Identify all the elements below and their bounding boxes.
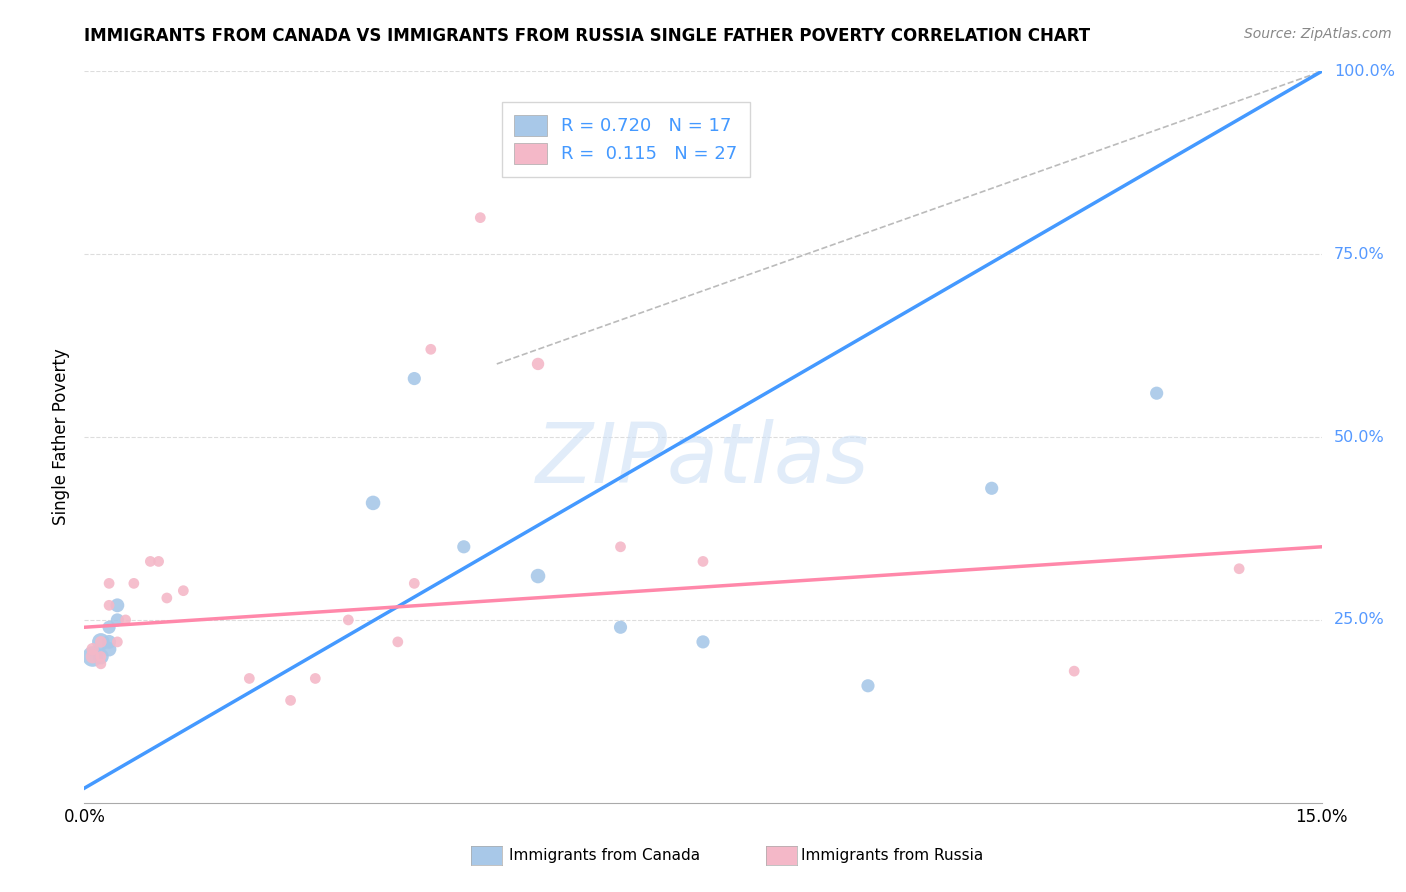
Point — [337, 613, 360, 627]
Legend: R = 0.720   N = 17, R =  0.115   N = 27: R = 0.720 N = 17, R = 0.115 N = 27 — [502, 103, 751, 177]
Text: Source: ZipAtlas.com: Source: ZipAtlas.com — [1244, 27, 1392, 41]
Point — [98, 620, 121, 634]
Y-axis label: Single Father Poverty: Single Father Poverty — [52, 349, 70, 525]
Text: ZIPatlas: ZIPatlas — [536, 418, 870, 500]
Point — [105, 613, 128, 627]
Point — [98, 642, 121, 657]
Point — [90, 657, 112, 671]
Point — [856, 679, 879, 693]
Point — [98, 635, 121, 649]
Point — [114, 613, 136, 627]
Point — [692, 635, 714, 649]
Point — [90, 649, 112, 664]
Point — [238, 672, 260, 686]
Point — [82, 649, 104, 664]
Text: Immigrants from Russia: Immigrants from Russia — [801, 848, 984, 863]
Point — [980, 481, 1002, 495]
Text: 25.0%: 25.0% — [1334, 613, 1385, 627]
Point — [527, 569, 550, 583]
Point — [361, 496, 384, 510]
Point — [82, 642, 104, 657]
Point — [304, 672, 326, 686]
Point — [172, 583, 194, 598]
Text: 50.0%: 50.0% — [1334, 430, 1385, 444]
Point — [470, 211, 492, 225]
Point — [90, 649, 112, 664]
Point — [148, 554, 170, 568]
Text: 100.0%: 100.0% — [1334, 64, 1395, 78]
Point — [527, 357, 550, 371]
Point — [280, 693, 302, 707]
Point — [82, 649, 104, 664]
Text: 75.0%: 75.0% — [1334, 247, 1385, 261]
Text: Immigrants from Canada: Immigrants from Canada — [509, 848, 700, 863]
Point — [609, 540, 631, 554]
Text: IMMIGRANTS FROM CANADA VS IMMIGRANTS FROM RUSSIA SINGLE FATHER POVERTY CORRELATI: IMMIGRANTS FROM CANADA VS IMMIGRANTS FRO… — [84, 27, 1091, 45]
Point — [609, 620, 631, 634]
Point — [404, 371, 426, 385]
Point — [105, 599, 128, 613]
Point — [105, 635, 128, 649]
Point — [387, 635, 409, 649]
Point — [90, 635, 112, 649]
Point — [1146, 386, 1168, 401]
Point — [98, 599, 121, 613]
Point — [98, 576, 121, 591]
Point — [139, 554, 162, 568]
Point — [692, 554, 714, 568]
Point — [453, 540, 475, 554]
Point — [404, 576, 426, 591]
Point — [156, 591, 179, 605]
Point — [1063, 664, 1085, 678]
Point — [419, 343, 441, 357]
Point — [90, 635, 112, 649]
Point — [122, 576, 145, 591]
Point — [1227, 562, 1250, 576]
